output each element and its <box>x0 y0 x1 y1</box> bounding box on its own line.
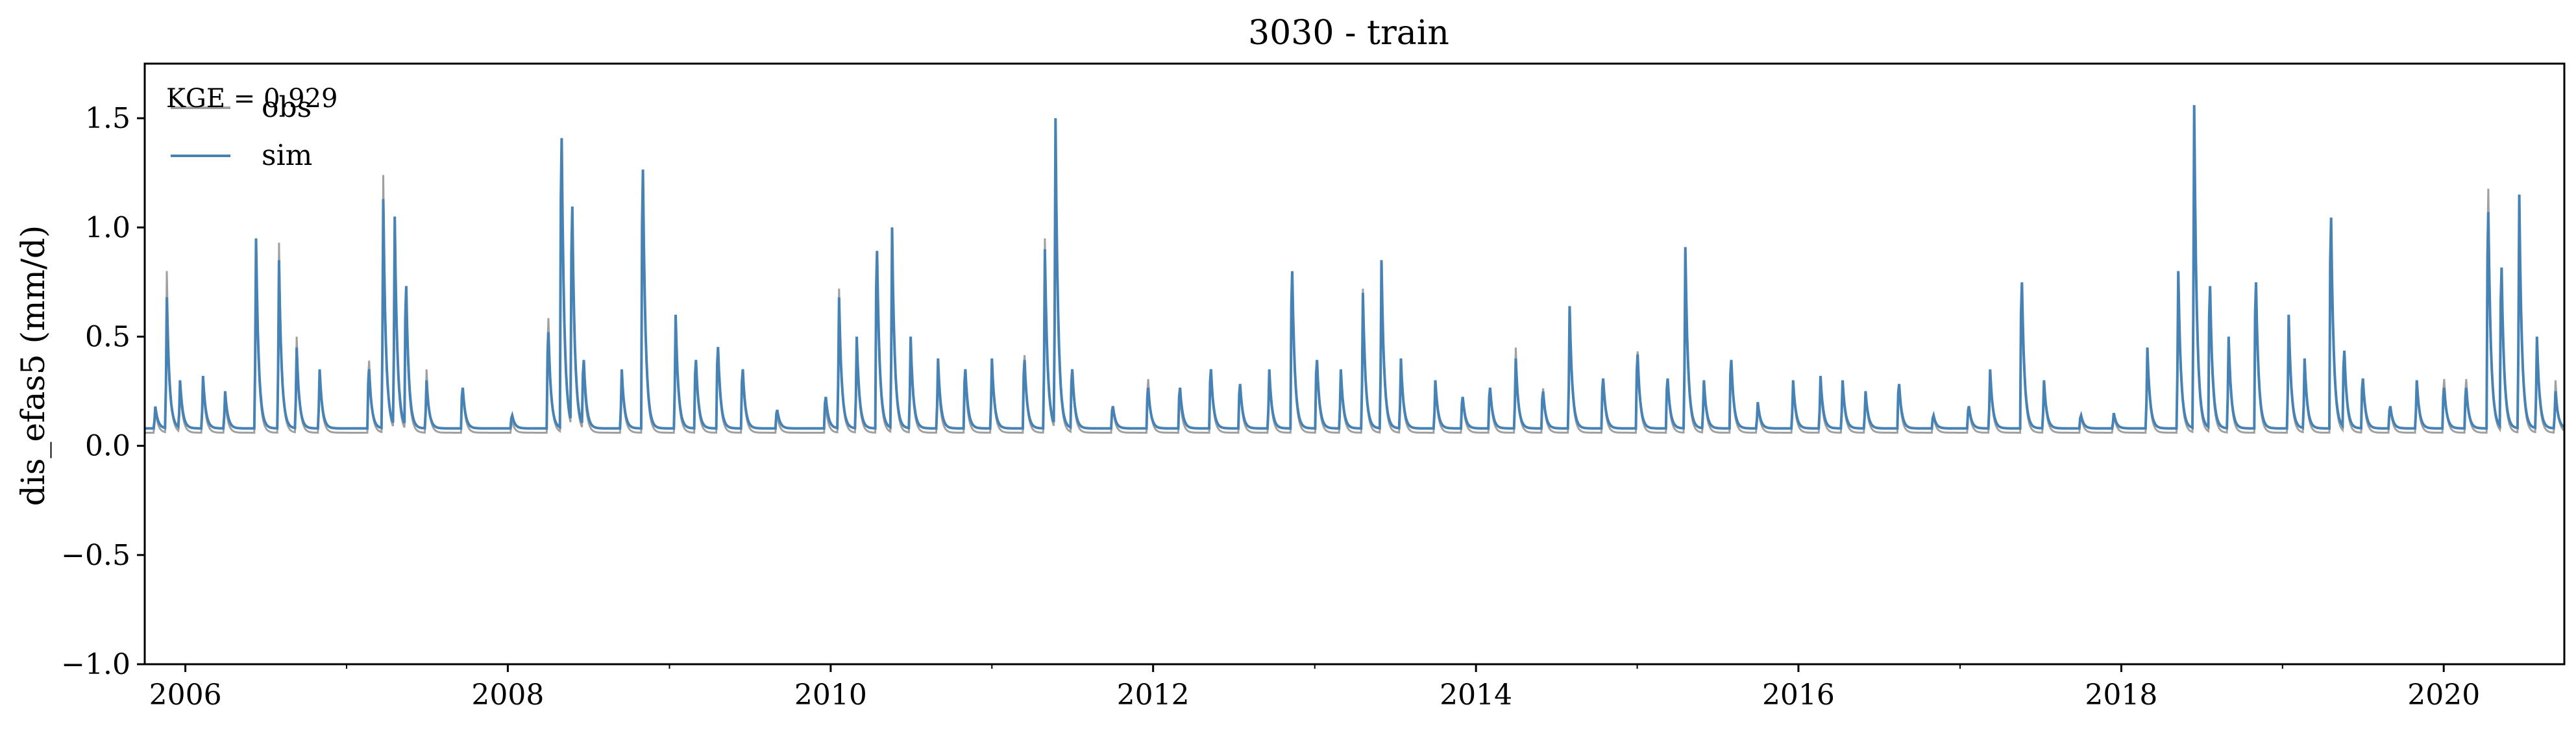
chart-title: 3030 - train <box>1248 14 1449 53</box>
legend: obs sim <box>171 91 312 172</box>
y-tick-label: −1.0 <box>61 648 130 681</box>
plot-frame <box>143 62 2566 666</box>
x-tick-label: 2010 <box>794 679 867 712</box>
y-tick-label: 0.0 <box>85 430 130 463</box>
y-tick-label: −0.5 <box>61 539 130 572</box>
x-tick-label: 2008 <box>471 679 544 712</box>
x-tick-label: 2006 <box>149 679 222 712</box>
series-line-obs <box>145 107 2565 434</box>
x-tick-label: 2020 <box>2407 679 2480 712</box>
y-axis-label: dis_efas5 (mm/d) <box>14 225 52 506</box>
x-tick-label: 2016 <box>1762 679 1835 712</box>
ticks-layer: −1.0 −0.5 0.0 0.5 1.0 1.5 2006 2008 2010 2012 2014… <box>61 102 2480 712</box>
x-tick-label: 2012 <box>1117 679 1190 712</box>
x-tick-label: 2014 <box>1440 679 1512 712</box>
legend-sim-label: sim <box>262 139 312 172</box>
x-tick-label: 2018 <box>2085 679 2157 712</box>
series-layer <box>145 105 2565 434</box>
y-tick-label: 1.0 <box>85 211 130 244</box>
y-tick-label: 0.5 <box>85 320 130 353</box>
legend-obs-label: obs <box>262 91 312 124</box>
kge-annotation: KGE = 0.929 <box>166 84 338 114</box>
series-line-sim <box>145 105 2565 430</box>
y-tick-label: 1.5 <box>85 102 130 135</box>
